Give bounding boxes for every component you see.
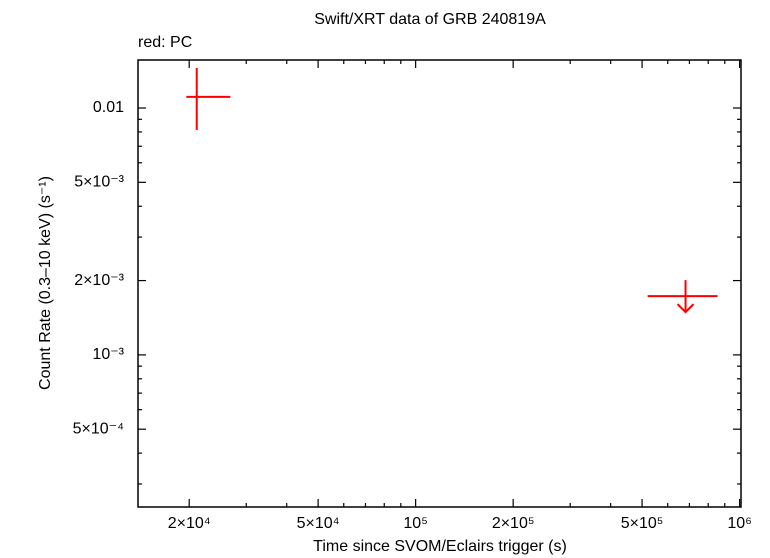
y-axis-label: Count Rate (0.3–10 keV) (s⁻¹): [37, 176, 54, 390]
y-tick-label: 0.01: [93, 99, 124, 116]
x-tick-label: 2×10⁴: [168, 515, 211, 532]
x-axis-label: Time since SVOM/Eclairs trigger (s): [313, 538, 567, 555]
x-tick-label: 5×10⁵: [621, 515, 664, 532]
y-tick-label: 5×10⁻⁴: [73, 420, 124, 437]
y-tick-label: 5×10⁻³: [74, 174, 124, 191]
plot-frame: [137, 59, 742, 508]
chart-title: Swift/XRT data of GRB 240819A: [314, 11, 546, 28]
upper-limit-arrow: [676, 280, 695, 314]
x-tick-label: 2×10⁵: [492, 515, 535, 532]
x-tick-label: 10⁵: [403, 515, 427, 532]
y-tick-label: 2×10⁻³: [74, 272, 124, 289]
chart-subtitle: red: PC: [138, 34, 192, 51]
y-tick-label: 10⁻³: [92, 346, 124, 363]
x-tick-label: 5×10⁴: [297, 515, 340, 532]
x-tick-label: 10⁶: [727, 515, 751, 532]
